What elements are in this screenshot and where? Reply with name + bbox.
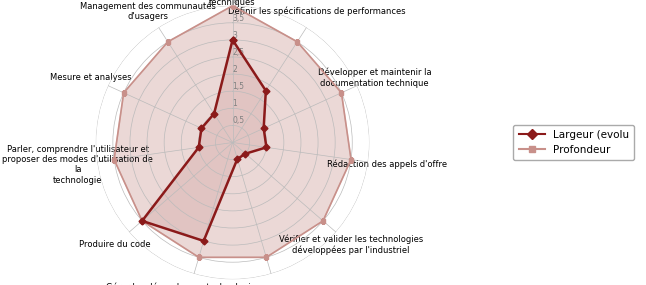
Polygon shape [142,40,266,241]
Legend: Largeur (evolu, Profondeur: Largeur (evolu, Profondeur [514,125,634,160]
Polygon shape [114,6,351,257]
